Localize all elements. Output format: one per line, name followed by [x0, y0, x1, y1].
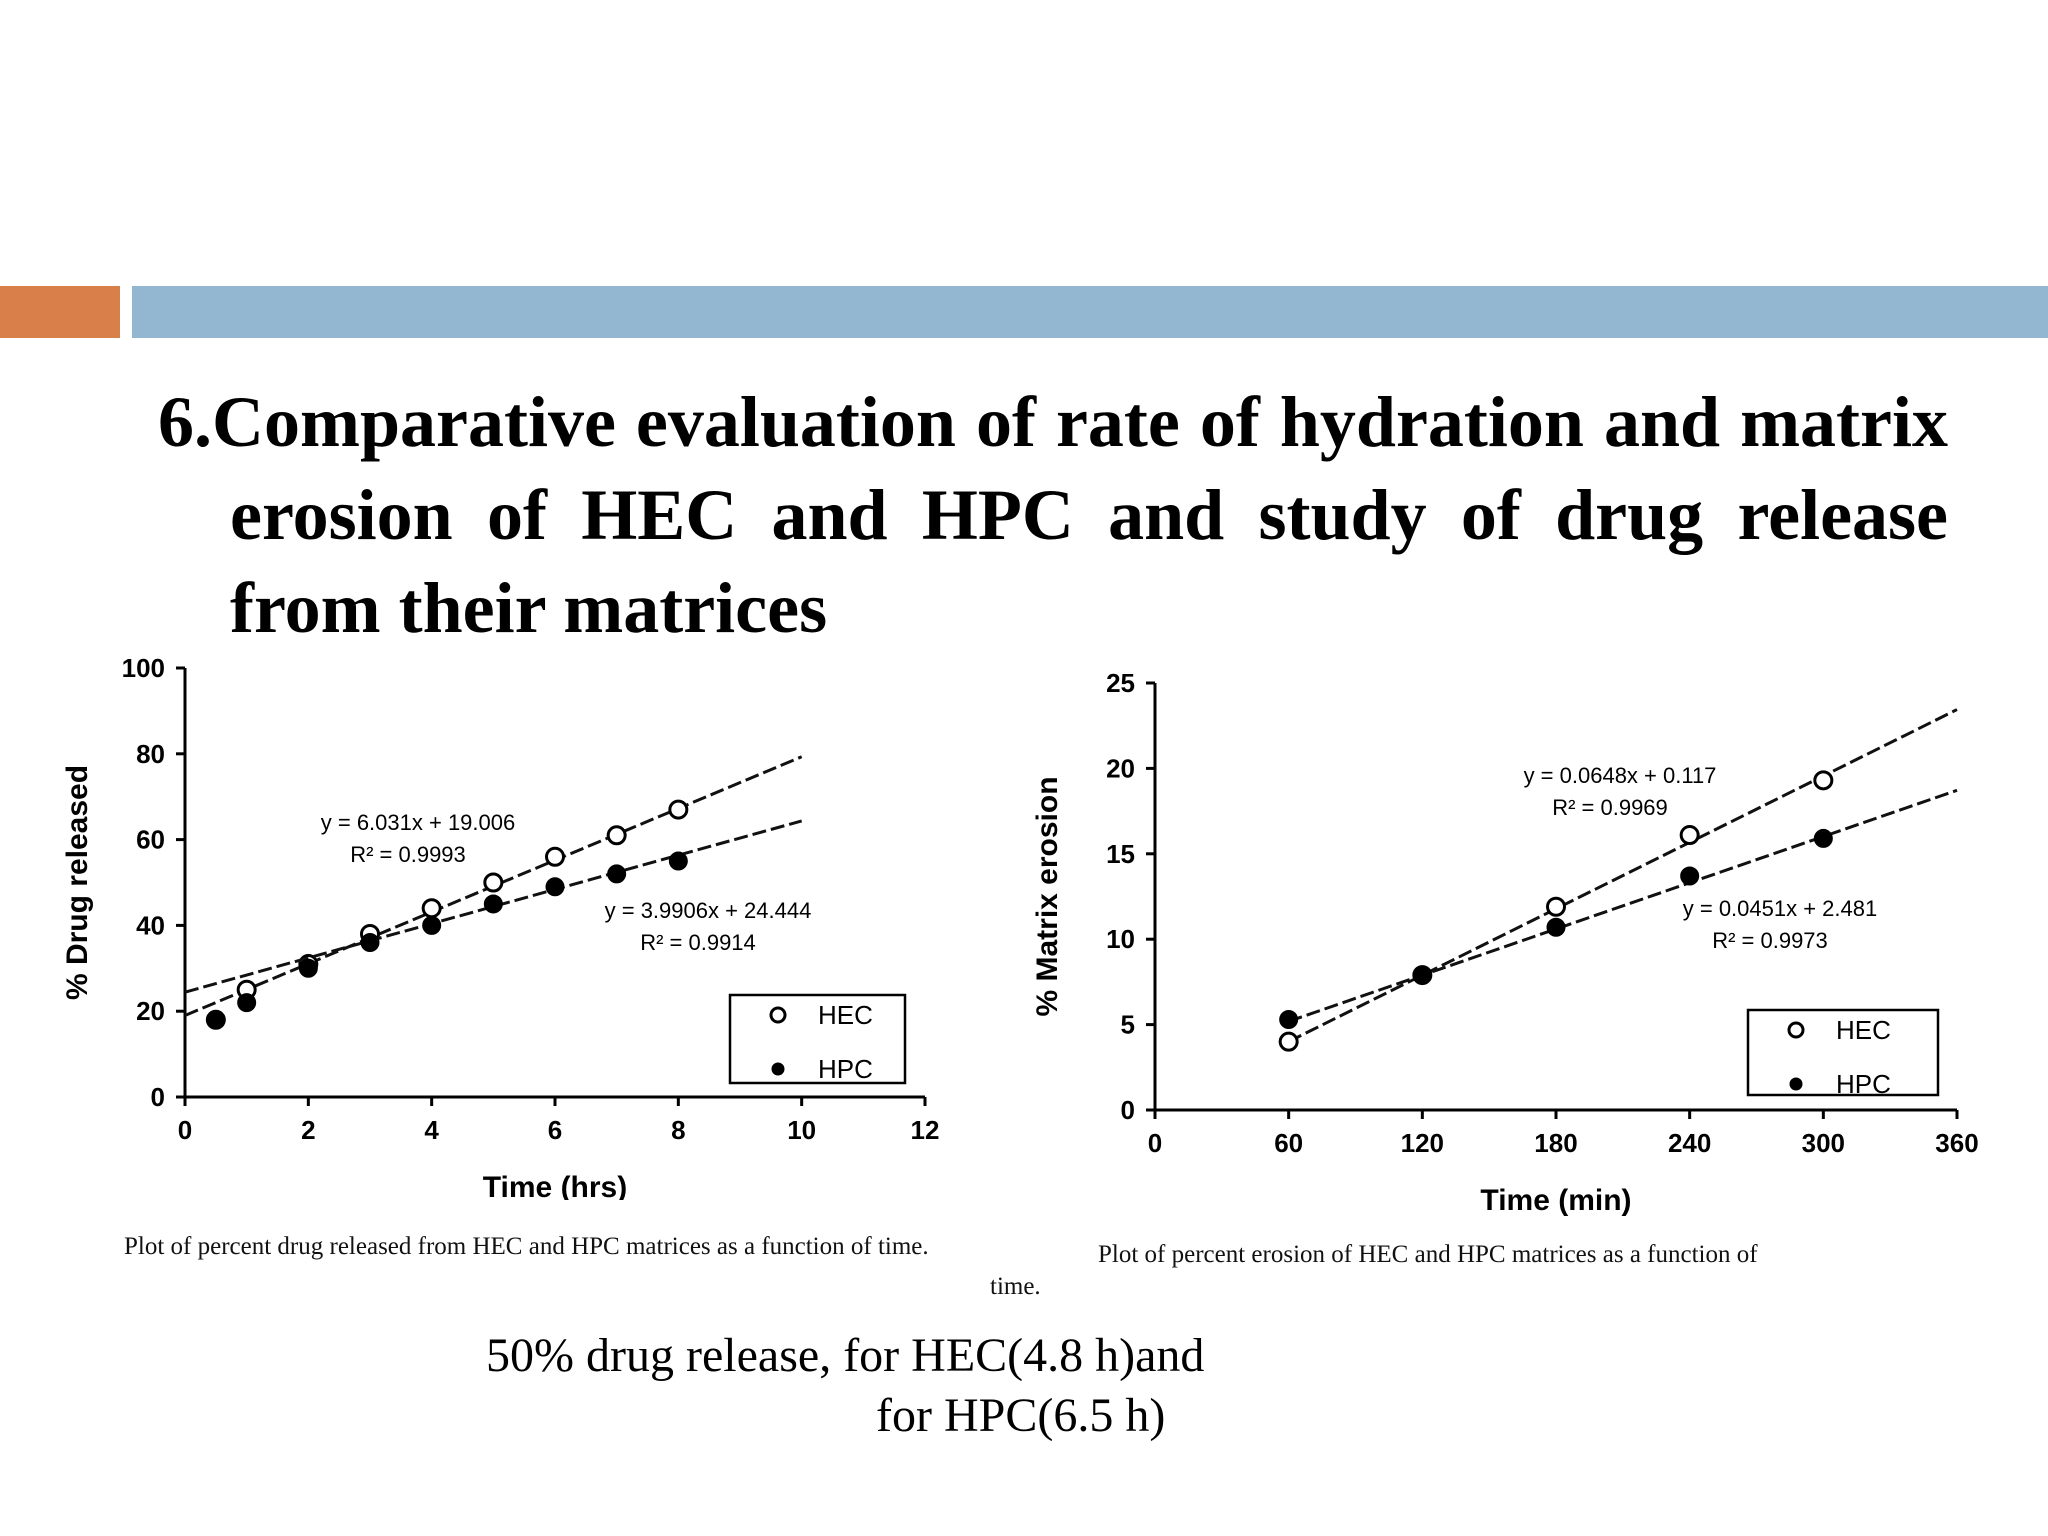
data-point-hec [606, 825, 627, 846]
caption-fragment: time. [990, 1273, 1041, 1300]
x-tick-label: 60 [1274, 1128, 1303, 1158]
data-point-hec [421, 898, 442, 919]
x-tick-label: 360 [1935, 1128, 1978, 1158]
data-point-hec [1278, 1031, 1299, 1052]
x-tick-label: 2 [301, 1115, 315, 1145]
data-point-hec [1679, 825, 1700, 846]
accent-bar-orange [0, 286, 120, 338]
data-point-hpc [360, 933, 380, 953]
data-point-hpc [422, 915, 442, 935]
matrix-erosion-chart: 0 60 120 180 240 300 360 0 5 10 15 20 25 Time (min) % … [1031, 668, 1979, 1217]
data-point-hec [668, 799, 689, 820]
data-point-hpc [483, 894, 503, 914]
y-tick-label: 0 [1121, 1095, 1135, 1125]
data-point-hpc [1680, 866, 1700, 886]
y-tick-label: 15 [1106, 839, 1135, 869]
y-tick-label: 5 [1121, 1010, 1135, 1040]
x-tick-label: 0 [178, 1115, 192, 1145]
y-axis-title: % Drug released [61, 765, 94, 1000]
bottom-note: 50% drug release, for HEC(4.8 h)and for … [486, 1326, 1346, 1446]
legend-box [728, 993, 907, 1085]
x-tick-label: 0 [1148, 1128, 1162, 1158]
data-point-hpc [1412, 965, 1432, 985]
y-tick-label: 10 [1106, 924, 1135, 954]
accent-bar-blue [132, 286, 2048, 338]
data-point-hpc [1279, 1009, 1299, 1029]
fit-r2-hpc: R² = 0.9973 [1712, 928, 1828, 953]
fit-equation-hpc: y = 0.0451x + 2.481 [1683, 896, 1878, 921]
data-point-hpc [298, 958, 318, 978]
fit-equation-hec: y = 6.031x + 19.006 [321, 810, 516, 835]
data-point-hpc [545, 877, 565, 897]
data-point-hec [483, 872, 504, 893]
caption-matrix-erosion: Plot of percent erosion of HEC and HPC m… [1098, 1241, 1758, 1268]
y-tick-label: 60 [136, 825, 165, 855]
x-tick-label: 240 [1668, 1128, 1711, 1158]
fit-equation-hec: y = 0.0648x + 0.117 [1524, 763, 1717, 788]
data-point-hpc [668, 851, 688, 871]
x-tick-label: 300 [1802, 1128, 1845, 1158]
x-tick-label: 4 [424, 1115, 439, 1145]
caption-drug-release: Plot of percent drug released from HEC a… [124, 1233, 929, 1260]
legend-box [1746, 1008, 1940, 1097]
legend-marker-hpc [771, 1062, 785, 1076]
trendline-hec [1287, 708, 1958, 1043]
trendline-hpc [1288, 788, 1958, 1023]
data-point-hpc [1813, 828, 1833, 848]
slide-title: 6.Comparative evaluation of rate of hydr… [158, 382, 1948, 648]
legend-label-hpc: HPC [1836, 1069, 1891, 1099]
data-point-hpc [607, 864, 627, 884]
fit-r2-hec: R² = 0.9969 [1552, 795, 1668, 820]
data-point-hpc [1546, 917, 1566, 937]
x-tick-label: 10 [787, 1115, 816, 1145]
y-tick-label: 100 [122, 653, 165, 683]
data-point-hpc [237, 993, 257, 1013]
y-tick-label: 0 [151, 1082, 165, 1112]
data-point-hec [1546, 896, 1566, 917]
y-tick-label: 80 [136, 739, 165, 769]
y-tick-label: 20 [1106, 753, 1135, 783]
x-tick-label: 120 [1401, 1128, 1444, 1158]
legend-marker-hec [1787, 1021, 1805, 1039]
fit-equation-hpc: y = 3.9906x + 24.444 [605, 898, 812, 923]
legend-marker-hpc [1789, 1077, 1803, 1091]
legend-label-hec: HEC [818, 1000, 873, 1030]
trendline-hpc [184, 819, 803, 994]
legend-marker-hec [769, 1006, 787, 1024]
fit-r2-hec: R² = 0.9993 [350, 842, 466, 867]
data-point-hec [1813, 770, 1834, 791]
y-tick-label: 25 [1106, 668, 1135, 698]
note-line-2: for HPC(6.5 h) [876, 1389, 1166, 1442]
data-point-hpc [206, 1010, 226, 1030]
legend-label-hec: HEC [1836, 1015, 1891, 1045]
x-tick-label: 12 [911, 1115, 940, 1145]
y-axis-title: % Matrix erosion [1031, 776, 1064, 1016]
y-tick-label: 20 [136, 996, 165, 1026]
fit-r2-hpc: R² = 0.9914 [640, 930, 756, 955]
x-tick-label: 180 [1534, 1128, 1577, 1158]
legend-label-hpc: HPC [818, 1054, 873, 1084]
x-axis-title: Time (min) [1480, 1184, 1631, 1217]
drug-release-chart: 0 2 4 6 8 10 12 0 20 40 60 80 100 Time (hrs) % Drug re… [61, 653, 940, 1200]
x-axis-title: Time (hrs) [483, 1171, 627, 1200]
x-tick-label: 8 [671, 1115, 685, 1145]
note-line-1: 50% drug release, for HEC(4.8 h)and [486, 1329, 1205, 1382]
y-tick-label: 40 [136, 910, 165, 940]
x-tick-label: 6 [548, 1115, 562, 1145]
data-point-hec [545, 846, 565, 867]
